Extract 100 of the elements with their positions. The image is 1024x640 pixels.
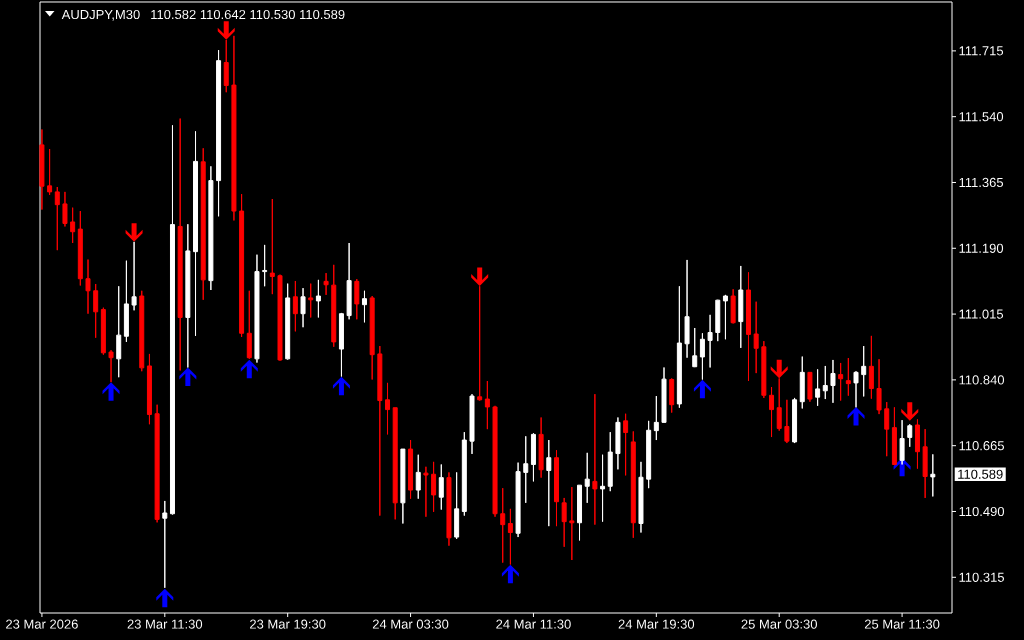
candlestick: [584, 452, 590, 504]
candlestick: [853, 370, 859, 408]
candlestick: [623, 413, 629, 476]
candlestick: [715, 299, 721, 342]
candlestick: [930, 453, 936, 497]
candlestick: [676, 285, 682, 409]
candlestick: [300, 287, 306, 328]
candlestick: [922, 428, 928, 499]
candlestick: [653, 395, 659, 441]
candlestick: [492, 405, 498, 518]
x-tick-label: 23 Mar 19:30: [250, 619, 326, 629]
candlestick: [722, 294, 728, 340]
candlestick: [47, 148, 53, 196]
candlestick: [469, 393, 475, 455]
candlestick: [93, 283, 99, 339]
candlestick: [638, 461, 644, 534]
candlestick: [85, 259, 91, 315]
point: [240, 359, 258, 379]
y-tick-label: 111.715: [959, 46, 1004, 56]
candlestick: [146, 353, 152, 425]
chart-subtitle: 110.582 110.642 110.530 110.589: [151, 9, 345, 20]
point: [770, 359, 788, 379]
y-tick-label: 111.190: [959, 243, 1004, 253]
candlestick: [484, 380, 490, 430]
candlestick: [39, 128, 45, 211]
candlestick: [699, 332, 705, 380]
text: AUDJPY,M30: [61, 9, 140, 21]
candlestick: [77, 210, 83, 286]
y-tick-label: 110.840: [959, 375, 1005, 385]
candlestick: [822, 365, 828, 400]
candlestick: [331, 264, 337, 348]
candlestick: [423, 466, 429, 518]
candlestick: [607, 431, 613, 492]
x-tick-label: 24 Mar 19:30: [618, 619, 695, 629]
candlestick: [523, 435, 529, 504]
candlestick: [577, 484, 583, 541]
candlestick: [308, 283, 314, 318]
candlestick: [108, 349, 114, 383]
candlestick: [62, 191, 68, 227]
candlestick: [54, 186, 60, 251]
candlestick: [753, 301, 759, 374]
candlestick: [369, 295, 375, 380]
x-tick-label: 23 Mar 2026: [6, 619, 78, 629]
candlestick: [661, 366, 667, 424]
candlestick: [784, 399, 790, 444]
candlestick: [185, 223, 191, 368]
candlestick: [815, 368, 821, 407]
candlestick: [346, 242, 352, 320]
x-tick-label: 25 Mar 11:30: [864, 619, 940, 629]
y-tick-label: 111.540: [959, 112, 1004, 122]
candlestick: [169, 124, 175, 515]
point: [102, 382, 120, 401]
candlestick: [530, 432, 536, 482]
candlestick: [861, 345, 867, 397]
candlestick: [193, 130, 199, 337]
candlestick: [561, 497, 567, 548]
candlestick: [884, 401, 890, 457]
candlestick: [123, 260, 129, 343]
point: [217, 21, 235, 40]
candlestick: [277, 274, 283, 362]
candlestick: [323, 272, 329, 296]
candlestick: [876, 358, 882, 415]
candlestick: [538, 416, 544, 479]
candlestick: [592, 393, 598, 526]
x-tick-label: 24 Mar 11:30: [496, 619, 571, 629]
candlestick: [116, 285, 122, 378]
y-tick-label: 110.490: [959, 506, 1005, 517]
candlestick: [830, 359, 836, 404]
text: 110.589: [958, 469, 1003, 479]
candlestick: [899, 419, 905, 465]
candlestick: [891, 406, 897, 466]
candlestick: [239, 193, 245, 338]
candlestick: [315, 279, 321, 318]
point: [901, 402, 919, 421]
point: [847, 407, 865, 426]
candlestick: [338, 312, 344, 377]
candlestick: [70, 207, 76, 244]
candlestick: [361, 290, 367, 323]
candlestick: [354, 278, 360, 320]
candlestick: [630, 430, 636, 539]
candlestick: [669, 377, 675, 414]
point: [501, 564, 519, 584]
candlestick: [154, 404, 160, 523]
candlestick: [799, 356, 805, 409]
candlestick: [131, 241, 137, 311]
candlestick: [454, 471, 460, 540]
candlestick: [907, 423, 913, 448]
candlestick: [254, 254, 260, 364]
candlestick: [546, 439, 552, 527]
candlestick: [600, 454, 606, 523]
candlestick: [269, 198, 275, 295]
candlestick: [292, 280, 298, 332]
candlestick: [415, 454, 421, 500]
candlestick: [692, 327, 698, 368]
candlestick: [400, 448, 406, 525]
candlestick: [769, 386, 775, 438]
candlestick: [761, 340, 767, 399]
candlestick: [431, 461, 437, 513]
candlestick: [845, 357, 851, 397]
candlestick: [438, 463, 444, 511]
